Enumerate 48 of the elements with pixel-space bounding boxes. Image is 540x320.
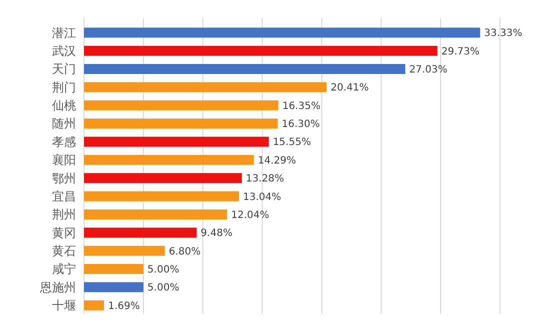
bar (84, 82, 327, 92)
bar (84, 100, 278, 110)
y-tick-label: 十堰 (52, 298, 76, 313)
bar (84, 173, 242, 184)
data-label: 1.69% (108, 300, 140, 312)
data-label: 14.29% (258, 155, 296, 166)
data-label: 20.41% (330, 82, 369, 94)
bar (84, 64, 406, 74)
data-label: 33.33% (484, 28, 522, 40)
y-tick-label: 武汉 (52, 44, 76, 58)
y-tick-label: 潜江 (52, 26, 76, 40)
y-tick-label: 荆门 (52, 80, 76, 94)
data-label: 16.35% (282, 100, 320, 112)
data-label: 9.48% (200, 228, 232, 240)
data-label: 6.80% (168, 246, 201, 258)
bar (84, 282, 144, 292)
bar (84, 246, 165, 256)
y-tick-label: 天门 (52, 62, 76, 76)
bar (84, 228, 197, 238)
y-tick-label: 襄阳 (52, 153, 76, 168)
data-label: 27.03% (409, 64, 448, 76)
y-tick-label: 宜昌 (52, 189, 76, 204)
y-tick-label: 黄石 (52, 244, 76, 258)
data-label: 16.30% (282, 119, 320, 130)
y-tick-label: 咸宁 (52, 262, 76, 276)
y-tick-label: 孝感 (52, 134, 76, 149)
bar (84, 46, 438, 56)
y-tick-label: 随州 (52, 116, 76, 131)
bar (84, 154, 254, 165)
data-label: 5.00% (147, 264, 180, 276)
bar (84, 191, 239, 202)
data-label: 13.04% (242, 192, 282, 203)
data-label: 13.28% (246, 174, 284, 185)
bar (84, 264, 144, 274)
data-label: 29.73% (441, 46, 480, 58)
bar (84, 118, 278, 129)
bar (84, 136, 269, 147)
y-tick-label: 恩施州 (39, 280, 76, 294)
y-tick-label: 荆州 (52, 208, 76, 222)
bar (84, 300, 104, 310)
y-tick-label: 鄂州 (52, 171, 76, 186)
y-tick-label: 仙桃 (52, 98, 76, 113)
data-label: 5.00% (147, 282, 180, 294)
y-tick-label: 黄冈 (52, 226, 76, 240)
bar (84, 209, 228, 220)
data-label: 15.55% (272, 137, 311, 148)
bar (84, 28, 480, 38)
data-label: 12.04% (231, 210, 270, 221)
